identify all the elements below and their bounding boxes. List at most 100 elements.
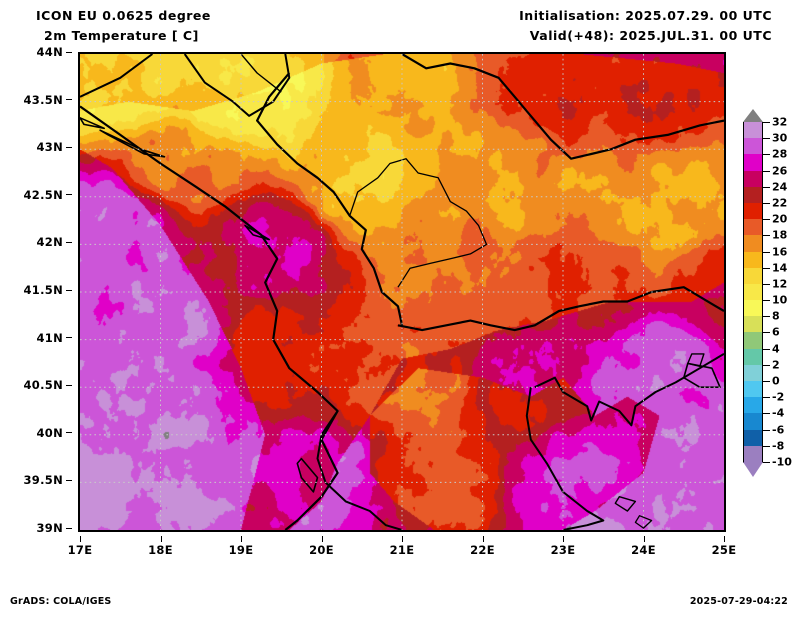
lat-tick-label: 42.5N [23, 187, 63, 202]
lat-tick [66, 432, 72, 434]
colorbar-tick-label: -4 [772, 406, 785, 420]
lon-tick [643, 536, 645, 542]
lon-tick [724, 536, 725, 542]
lat-tick-label: 39.5N [23, 473, 63, 488]
colorbar-tick [763, 348, 770, 350]
lat-tick [66, 527, 72, 529]
island-outline [687, 353, 705, 367]
colorbar-swatch [743, 429, 763, 447]
colorbar-swatch [743, 300, 763, 317]
lon-tick-label: 21E [389, 543, 415, 557]
lon-tick [80, 536, 81, 542]
colorbar-swatch [743, 138, 763, 155]
map-plot-area[interactable] [78, 52, 726, 532]
island-outline [244, 224, 270, 241]
colorbar-tick [763, 413, 770, 415]
colorbar-tick [763, 186, 770, 188]
colorbar-tick-label: 30 [772, 131, 788, 145]
colorbar-swatch [743, 445, 763, 463]
colorbar-tick-label: 2 [772, 358, 780, 372]
render-timestamp: 2025-07-29-04:22 [689, 596, 788, 607]
colorbar-tick [763, 332, 770, 334]
colorbar-tick-label: 22 [772, 196, 788, 210]
colorbar-tick-label: 18 [772, 228, 788, 242]
coastline-border-overlay [80, 54, 724, 530]
coastline-path [401, 54, 724, 160]
coastline-path [183, 54, 291, 117]
colorbar-swatch [743, 186, 763, 204]
colorbar-tick [763, 251, 770, 253]
colorbar-tick-label: 14 [772, 261, 788, 275]
colorbar-tick-label: 6 [772, 325, 780, 339]
colorbar-swatch [743, 202, 763, 220]
colorbar-tick [763, 462, 770, 463]
colorbar-tick [763, 235, 770, 237]
temperature-colorbar[interactable]: 32 30 28 26 24 22 20 18 16 14 12 10 8 6 4 2 0 -2 -4 -6 -8 -10 [743, 109, 792, 477]
lat-tick [66, 146, 72, 148]
island-outline [296, 457, 319, 493]
lon-tick-label: 20E [309, 543, 334, 557]
lon-tick-label: 17E [67, 543, 93, 557]
coastline-path [534, 353, 724, 427]
colorbar-swatch [743, 397, 763, 415]
colorbar-tick [763, 219, 770, 221]
lat-tick-label: 42N [36, 235, 63, 250]
colorbar-tick-label: 8 [772, 309, 780, 323]
coastline-path [240, 54, 282, 93]
lat-tick [66, 479, 72, 481]
colorbar-tick [763, 202, 770, 204]
colorbar-tick-label: 26 [772, 164, 788, 178]
colorbar-tick-label: -8 [772, 439, 785, 453]
lon-tick [321, 536, 323, 542]
lon-tick-label: 19E [228, 543, 254, 557]
colorbar-tick [763, 267, 770, 269]
lat-tick [66, 99, 72, 101]
colorbar-tick [763, 154, 770, 156]
colorbar-swatch [743, 122, 763, 139]
coastline-path [256, 72, 404, 326]
colorbar-tick [763, 316, 770, 318]
lon-tick [160, 536, 162, 542]
colorbar-tick [763, 429, 770, 431]
colorbar-tick [763, 445, 770, 447]
lat-tick-label: 40.5N [23, 378, 63, 393]
lat-tick [66, 194, 72, 196]
lat-tick-label: 43N [36, 140, 63, 155]
lon-tick-label: 23E [550, 543, 576, 557]
island-outline [634, 515, 653, 529]
colorbar-tick-label: 12 [772, 277, 788, 291]
colorbar-swatch [743, 154, 763, 172]
colorbar-tick-label: -6 [772, 423, 785, 437]
initialisation-label: Initialisation: 2025.07.29. 00 UTC [519, 8, 772, 23]
credit-label: GrADS: COLA/IGES [10, 596, 112, 607]
lon-tick-label: 18E [148, 543, 173, 557]
coastline-path [80, 105, 339, 530]
colorbar-tick-label: -10 [772, 455, 792, 469]
colorbar-swatch [743, 219, 763, 236]
colorbar-tick [763, 300, 770, 302]
colorbar-under-arrow-icon [743, 462, 763, 477]
lat-tick [66, 384, 72, 386]
valid-time-label: Valid(+48): 2025.JUL.31. 00 UTC [529, 28, 772, 43]
lon-tick [241, 536, 242, 542]
colorbar-tick [763, 381, 770, 383]
colorbar-tick-label: -2 [772, 390, 785, 404]
island-outline [99, 129, 166, 158]
model-title: ICON EU 0.0625 degree [36, 8, 211, 23]
colorbar-tick [763, 283, 770, 285]
colorbar-tick-label: 20 [772, 212, 788, 226]
colorbar-swatch [743, 348, 763, 366]
variable-title: 2m Temperature [ C] [44, 28, 199, 43]
longitude-axis: 17E 18E 19E 20E 21E 22E 23E 24E 25E [68, 536, 736, 558]
lon-tick [402, 536, 403, 542]
lat-tick [66, 289, 72, 291]
colorbar-swatch [743, 267, 763, 285]
coastline-path [397, 286, 724, 332]
map-gridlines [80, 54, 724, 530]
colorbar-tick-label: 10 [772, 293, 788, 307]
colorbar-tick-label: 0 [772, 374, 780, 388]
latitude-axis: 44N 43.5N 43N 42.5N 42N 41.5N 41N 40.5N 40N 39.5N… [0, 45, 72, 535]
lat-tick-label: 39N [36, 521, 63, 535]
lon-tick-label: 22E [470, 543, 495, 557]
lat-tick-label: 41.5N [23, 283, 63, 297]
